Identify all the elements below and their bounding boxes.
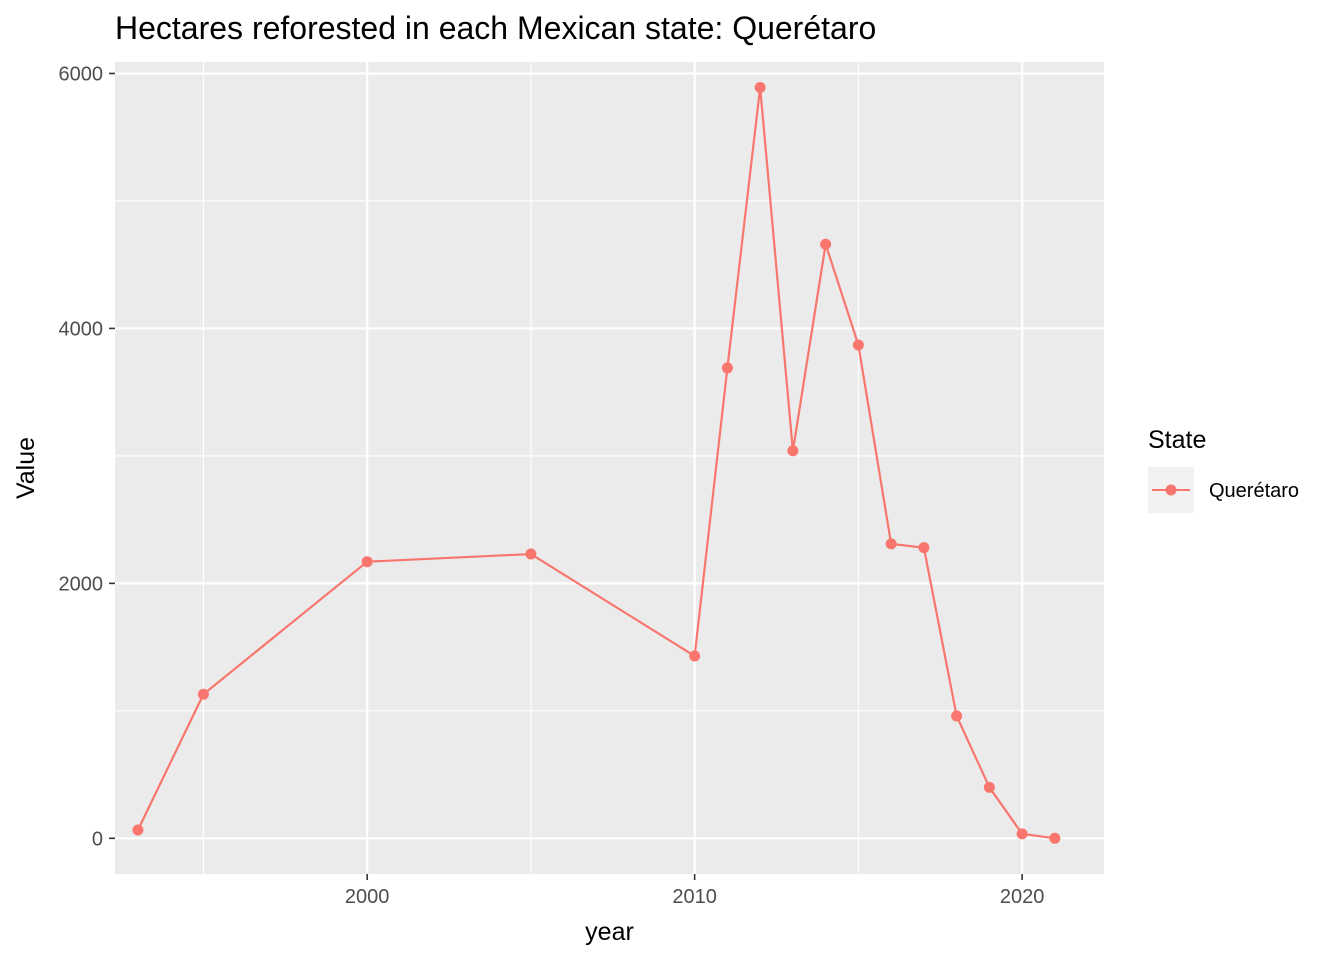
data-point [983, 781, 995, 793]
y-tick-label: 2000 [59, 573, 104, 595]
data-point [132, 824, 144, 836]
y-tick-label: 6000 [59, 63, 104, 85]
data-point [820, 238, 832, 250]
legend-title: State [1148, 426, 1206, 454]
plot-panel [115, 62, 1104, 874]
x-axis-title: year [585, 918, 634, 946]
series-line-queretaro [136, 86, 1056, 840]
data-point [525, 548, 537, 560]
minor-gridlines [115, 62, 1104, 874]
major-gridlines [115, 62, 1104, 874]
y-axis: 0 2000 4000 6000 [59, 63, 115, 850]
legend-key-point [1165, 484, 1177, 496]
y-tick-label: 4000 [59, 318, 104, 340]
data-point [1016, 828, 1028, 840]
data-point [951, 710, 963, 722]
data-point [689, 650, 701, 662]
x-axis: 2000 2010 2020 [345, 874, 1044, 908]
legend-label-queretaro: Querétaro [1209, 480, 1299, 502]
legend: State Querétaro [1148, 426, 1299, 513]
x-tick-label: 2010 [672, 886, 717, 908]
data-point [852, 339, 864, 351]
data-point [754, 81, 766, 93]
x-tick-label: 2020 [1000, 886, 1045, 908]
chart-title: Hectares reforested in each Mexican stat… [115, 10, 876, 46]
data-point [885, 538, 897, 550]
data-point [1049, 832, 1061, 844]
y-axis-title: Value [12, 437, 40, 499]
series-layer [132, 81, 1061, 844]
data-point [918, 542, 930, 554]
data-point [721, 362, 733, 374]
data-point [361, 556, 373, 568]
x-tick-label: 2000 [345, 886, 390, 908]
y-tick-label: 0 [92, 828, 103, 850]
data-point [197, 688, 209, 700]
data-point [787, 445, 799, 457]
